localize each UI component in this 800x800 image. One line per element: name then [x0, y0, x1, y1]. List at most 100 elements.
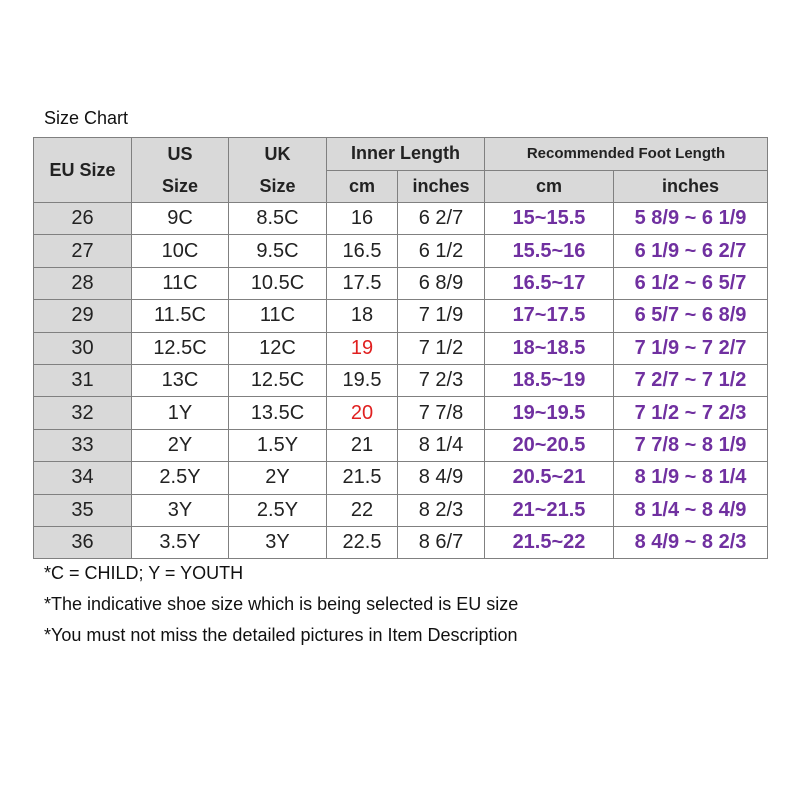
table-cell: 16.5: [326, 234, 398, 268]
table-cell: 12.5C: [131, 331, 229, 365]
header-cell: UK Size: [228, 137, 327, 203]
table-cell: 6 2/7: [397, 201, 485, 236]
header-text: Size: [259, 176, 296, 196]
table-cell: 8 1/4: [397, 428, 485, 463]
header-text: US: [167, 144, 193, 164]
table-cell: 31: [33, 363, 132, 398]
note: *C = CHILD; Y = YOUTH: [44, 563, 244, 583]
table-cell: 5 8/9 ~ 6 1/9: [613, 201, 768, 236]
table-cell: 2.5Y: [228, 493, 327, 527]
header-cell: cm: [326, 169, 398, 203]
table-cell: 21.5~22: [484, 525, 614, 560]
header-cell: EU Size: [33, 137, 132, 203]
table-cell: 10.5C: [228, 266, 327, 301]
table-cell: 20: [326, 396, 398, 430]
table-cell: 12C: [228, 331, 327, 365]
table-cell: 21~21.5: [484, 493, 614, 527]
table-cell: 15~15.5: [484, 201, 614, 236]
table-row: 30 12.5C 12C 19 7 1/2 18~18.5 7 1/9 ~ 7 2/7: [33, 331, 768, 365]
header-text: UK: [264, 144, 291, 164]
table-row: 27 10C 9.5C 16.5 6 1/2 15.5~16 6 1/9 ~ 6 2/7: [33, 234, 768, 268]
table-cell: 7 7/8: [397, 396, 485, 430]
note: *The indicative shoe size which is being…: [44, 594, 519, 614]
table-cell: 28: [33, 266, 132, 301]
table-cell: 11.5C: [131, 299, 229, 333]
table-cell: 11C: [228, 299, 327, 333]
table-row: 34 2.5Y 2Y 21.5 8 4/9 20.5~21 8 1/9 ~ 8 1/4: [33, 461, 768, 495]
table-cell: 13.5C: [228, 396, 327, 430]
table-cell: 8.5C: [228, 201, 327, 236]
table-cell: 6 8/9: [397, 266, 485, 301]
table-cell: 22: [326, 493, 398, 527]
table-cell: 34: [33, 461, 132, 495]
table-cell: 7 1/2: [397, 331, 485, 365]
table-cell: 19.5: [326, 363, 398, 398]
title: Size Chart: [44, 108, 129, 128]
table-cell: 3Y: [131, 493, 229, 527]
table-cell: 3.5Y: [131, 525, 229, 560]
table-cell: 3Y: [228, 525, 327, 560]
table-cell: 7 7/8 ~ 8 1/9: [613, 428, 768, 463]
table-cell: 8 6/7: [397, 525, 485, 560]
table-cell: 26: [33, 201, 132, 236]
table-cell: 29: [33, 299, 132, 333]
table-cell: 2.5Y: [131, 461, 229, 495]
table-cell: 6 1/2: [397, 234, 485, 268]
table-cell: 1.5Y: [228, 428, 327, 463]
table-cell: 20~20.5: [484, 428, 614, 463]
header-cell: Recommended Foot Length: [484, 137, 768, 171]
table-cell: 10C: [131, 234, 229, 268]
table-cell: 19~19.5: [484, 396, 614, 430]
header-cell: US Size: [131, 137, 229, 203]
header-cell: cm: [484, 169, 614, 203]
table-cell: 21: [326, 428, 398, 463]
table-cell: 36: [33, 525, 132, 560]
table-cell: 6 1/9 ~ 6 2/7: [613, 234, 768, 268]
table-cell: 8 2/3: [397, 493, 485, 527]
table-cell: 18: [326, 299, 398, 333]
table-cell: 8 1/9 ~ 8 1/4: [613, 461, 768, 495]
header-cell: inches: [613, 169, 768, 203]
table-cell: 2Y: [131, 428, 229, 463]
table-cell: 33: [33, 428, 132, 463]
table-cell: 1Y: [131, 396, 229, 430]
table-row: 35 3Y 2.5Y 22 8 2/3 21~21.5 8 1/4 ~ 8 4/9: [33, 493, 768, 527]
table-cell: 7 1/9 ~ 7 2/7: [613, 331, 768, 365]
table-cell: 6 1/2 ~ 6 5/7: [613, 266, 768, 301]
table-cell: 20.5~21: [484, 461, 614, 495]
table-row: 36 3.5Y 3Y 22.5 8 6/7 21.5~22 8 4/9 ~ 8 2/3: [33, 525, 768, 560]
table-cell: 19: [326, 331, 398, 365]
table-cell: 8 4/9: [397, 461, 485, 495]
table-cell: 7 1/2 ~ 7 2/3: [613, 396, 768, 430]
size-table: EU Size US Size UK Size Inner Length Recom…: [33, 137, 768, 560]
table-cell: 7 2/7 ~ 7 1/2: [613, 363, 768, 398]
table-cell: 17.5: [326, 266, 398, 301]
table-cell: 13C: [131, 363, 229, 398]
header-cell: inches: [397, 169, 485, 203]
table-cell: 15.5~16: [484, 234, 614, 268]
table-cell: 8 1/4 ~ 8 4/9: [613, 493, 768, 527]
table-cell: 9.5C: [228, 234, 327, 268]
table-cell: 18~18.5: [484, 331, 614, 365]
table-cell: 7 2/3: [397, 363, 485, 398]
table-cell: 8 4/9 ~ 8 2/3: [613, 525, 768, 560]
table-body: 26 9C 8.5C 16 6 2/7 15~15.5 5 8/9 ~ 6 1/9 27 10C…: [33, 201, 768, 560]
table-cell: 11C: [131, 266, 229, 301]
table-row: 26 9C 8.5C 16 6 2/7 15~15.5 5 8/9 ~ 6 1/9: [33, 201, 768, 236]
table-row: 32 1Y 13.5C 20 7 7/8 19~19.5 7 1/2 ~ 7 2/3: [33, 396, 768, 430]
table-cell: 18.5~19: [484, 363, 614, 398]
table-cell: 7 1/9: [397, 299, 485, 333]
table-cell: 35: [33, 493, 132, 527]
table-row: 29 11.5C 11C 18 7 1/9 17~17.5 6 5/7 ~ 6 8/9: [33, 299, 768, 333]
header-cell: Inner Length: [326, 137, 485, 171]
table-cell: 12.5C: [228, 363, 327, 398]
table-cell: 2Y: [228, 461, 327, 495]
table-row: 33 2Y 1.5Y 21 8 1/4 20~20.5 7 7/8 ~ 8 1/9: [33, 428, 768, 463]
header-text: Size: [161, 176, 199, 196]
table-row: 31 13C 12.5C 19.5 7 2/3 18.5~19 7 2/7 ~ 7 1/2: [33, 363, 768, 398]
note: *You must not miss the detailed pictures…: [44, 625, 518, 645]
table-cell: 32: [33, 396, 132, 430]
table-row: 28 11C 10.5C 17.5 6 8/9 16.5~17 6 1/2 ~ 6 5/7: [33, 266, 768, 301]
table-cell: 22.5: [326, 525, 398, 560]
